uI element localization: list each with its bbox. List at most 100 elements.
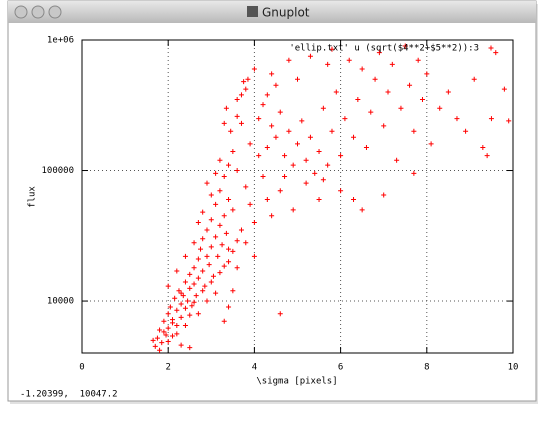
x-tick-label: 0	[79, 363, 84, 373]
point	[488, 116, 494, 122]
point	[178, 342, 184, 348]
point	[213, 201, 219, 207]
point	[182, 279, 188, 285]
point	[264, 92, 270, 98]
point	[226, 196, 232, 202]
point	[221, 318, 227, 324]
point	[228, 128, 234, 134]
point	[359, 207, 365, 213]
point	[277, 109, 283, 115]
point	[333, 89, 339, 95]
x-tick-label: 4	[252, 363, 257, 373]
point	[215, 253, 221, 259]
point	[282, 153, 288, 159]
point	[230, 248, 236, 254]
point	[221, 174, 227, 180]
point	[325, 162, 331, 168]
point	[273, 134, 279, 140]
x-tick-label: 6	[338, 363, 343, 373]
title-bar	[8, 1, 536, 23]
point	[269, 213, 275, 219]
point	[411, 128, 417, 134]
point	[251, 219, 257, 225]
point	[213, 234, 219, 240]
point	[381, 123, 387, 129]
point	[187, 345, 193, 351]
zoom-button[interactable]	[48, 5, 62, 19]
point	[217, 157, 223, 163]
point	[204, 253, 210, 259]
point	[247, 201, 253, 207]
point	[506, 118, 512, 124]
point	[200, 288, 206, 294]
point	[191, 281, 197, 287]
y-axis-label: flux	[28, 186, 38, 208]
minimize-button[interactable]	[31, 5, 45, 19]
point	[213, 170, 219, 176]
point	[372, 76, 378, 82]
point	[286, 128, 292, 134]
point	[210, 273, 216, 279]
point	[161, 318, 167, 324]
point	[501, 86, 507, 92]
point	[152, 343, 158, 349]
point	[167, 304, 173, 310]
legend-label: 'ellip.txt' u (sqrt($4**2+$5**2)):3	[289, 44, 479, 54]
point	[206, 262, 212, 268]
point	[157, 347, 163, 353]
close-button[interactable]	[14, 5, 28, 19]
point	[226, 246, 232, 252]
point	[303, 180, 309, 186]
point	[338, 188, 344, 194]
point	[234, 265, 240, 271]
point	[226, 162, 232, 168]
point	[437, 105, 443, 111]
point	[230, 148, 236, 154]
point	[230, 207, 236, 213]
point	[342, 116, 348, 122]
point	[325, 61, 331, 67]
point	[204, 227, 210, 233]
point	[290, 207, 296, 213]
point	[411, 170, 417, 176]
point	[243, 240, 249, 246]
point	[154, 335, 160, 341]
point	[178, 290, 184, 296]
point	[161, 329, 167, 335]
point	[303, 157, 309, 163]
point	[295, 76, 300, 82]
point	[299, 118, 305, 124]
point	[320, 177, 326, 183]
point	[165, 325, 171, 331]
point	[307, 53, 313, 59]
point	[454, 116, 460, 122]
point	[251, 66, 257, 72]
point	[165, 283, 171, 289]
point	[198, 246, 204, 252]
point	[174, 307, 180, 313]
window-title: Gnuplot	[262, 6, 310, 20]
point	[316, 148, 322, 154]
point	[200, 209, 206, 215]
point	[189, 303, 195, 309]
point	[223, 105, 229, 111]
point	[187, 285, 193, 291]
point	[221, 263, 227, 269]
point	[277, 188, 283, 194]
point	[295, 141, 300, 147]
x-tick-label: 8	[424, 363, 429, 373]
y-tick-label: 10000	[47, 297, 74, 307]
point	[221, 213, 227, 219]
point	[165, 311, 171, 317]
point	[338, 153, 344, 159]
point	[260, 102, 266, 108]
point	[193, 293, 199, 299]
point	[172, 295, 178, 301]
point	[174, 331, 180, 337]
point	[316, 196, 322, 202]
point	[238, 227, 244, 233]
point	[204, 180, 210, 186]
point	[182, 305, 188, 311]
point	[238, 92, 244, 98]
